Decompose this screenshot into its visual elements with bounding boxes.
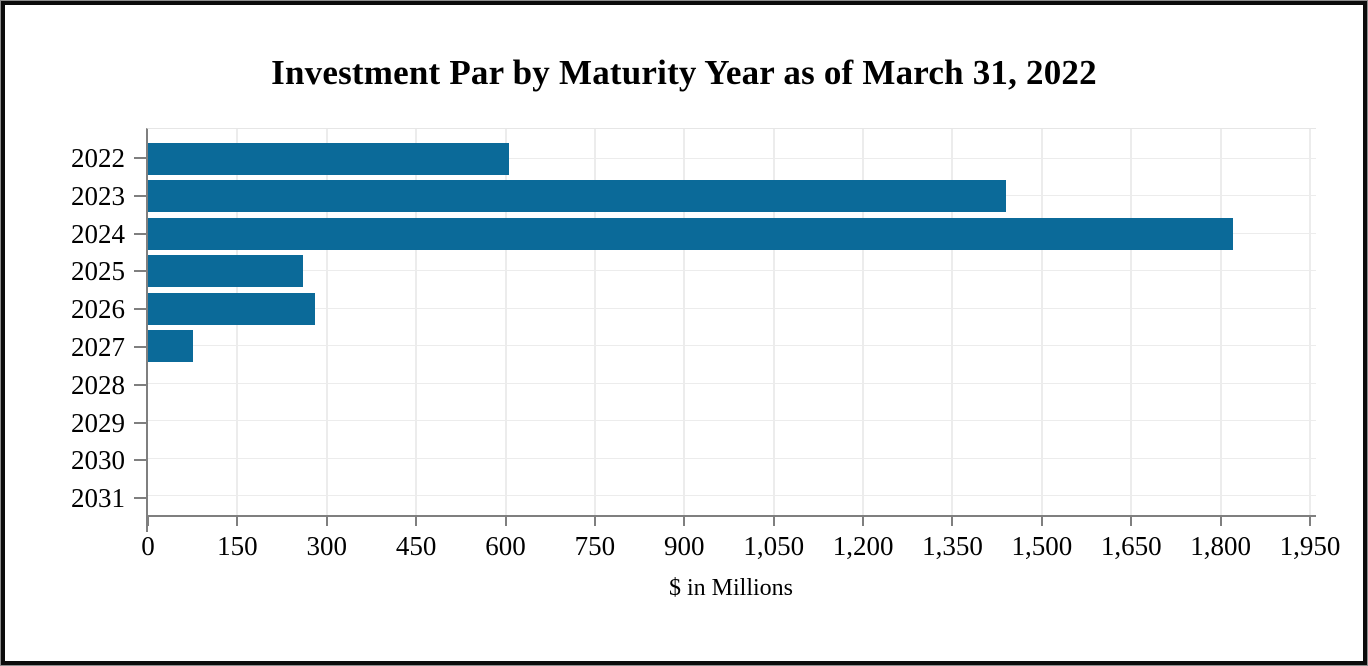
x-tick: [1219, 517, 1222, 526]
x-tick: [683, 517, 686, 526]
bar-row-2030: [148, 440, 1316, 478]
bar-row-2027: [148, 328, 1316, 366]
horizontal-gridline: [148, 382, 1316, 384]
bar-2026: [148, 292, 315, 325]
y-tick-label: 2024: [71, 218, 125, 249]
x-tick: [951, 517, 954, 526]
vertical-gridline: [683, 129, 686, 515]
y-tick: [134, 421, 146, 424]
vertical-gridline: [504, 129, 507, 515]
y-tick-label: 2022: [71, 142, 125, 173]
y-tick-label: 2030: [71, 445, 125, 476]
y-tick: [134, 497, 146, 500]
vertical-gridline: [951, 129, 954, 515]
x-tick: [1130, 517, 1133, 526]
y-tick-label: 2025: [71, 256, 125, 287]
horizontal-gridline: [148, 270, 1316, 272]
y-tick: [134, 194, 146, 197]
x-tick: [862, 517, 865, 526]
horizontal-gridline: [148, 157, 1316, 159]
horizontal-gridline: [148, 307, 1316, 309]
y-tick-label: 2029: [71, 407, 125, 438]
bar-row-2026: [148, 290, 1316, 328]
vertical-gridline: [415, 129, 418, 515]
x-tick: [325, 517, 328, 526]
x-tick: [415, 517, 418, 526]
bar-row-2031: [148, 478, 1316, 516]
y-tick-label: 2028: [71, 369, 125, 400]
x-tick-label: 150: [217, 531, 258, 561]
x-tick-label: 1,350: [922, 531, 983, 561]
x-tick-label: 1,500: [1011, 531, 1073, 561]
plot-area: [146, 128, 1316, 517]
x-tick: [1309, 517, 1311, 526]
y-tick: [134, 345, 146, 348]
bar-row-2023: [148, 178, 1316, 216]
bar-2022: [148, 142, 509, 175]
x-tick-label: 1,950: [1279, 531, 1341, 561]
y-tick: [134, 156, 146, 159]
x-tick: [772, 517, 775, 526]
x-tick-label: 1,800: [1190, 531, 1251, 561]
y-tick-label: 2026: [71, 294, 125, 325]
vertical-gridline: [593, 129, 596, 515]
x-tick-label: 900: [664, 531, 705, 561]
vertical-gridline: [325, 129, 328, 515]
x-tick-label: 600: [485, 531, 526, 561]
x-tick-label: 1,200: [832, 531, 894, 561]
bar-row-2029: [148, 403, 1316, 441]
horizontal-gridline: [148, 495, 1316, 497]
x-axis-title: $ in Millions: [668, 575, 794, 601]
x-tick: [504, 517, 507, 526]
x-tick: [1040, 517, 1043, 526]
bar-rows: [148, 140, 1316, 515]
y-tick-label: 2023: [71, 180, 125, 211]
y-tick: [134, 232, 146, 235]
x-tick: [147, 517, 149, 526]
y-tick-label: 2031: [71, 483, 125, 514]
horizontal-gridline: [148, 345, 1316, 347]
x-tick-label: 450: [395, 531, 437, 561]
vertical-gridline: [1309, 129, 1311, 515]
bar-2024: [148, 217, 1233, 250]
y-tick: [134, 383, 146, 386]
bar-2027: [148, 330, 193, 363]
x-tick-label: 0: [141, 531, 155, 561]
bar-row-2025: [148, 253, 1316, 291]
y-tick-label: 2027: [71, 331, 125, 362]
y-tick: [134, 270, 146, 273]
bar-2025: [148, 255, 303, 288]
x-tick-label: 300: [306, 531, 348, 561]
vertical-gridline: [1130, 129, 1133, 515]
x-tick-label: 1,650: [1100, 531, 1162, 561]
bar-2023: [148, 180, 1007, 213]
vertical-gridline: [1219, 129, 1222, 515]
horizontal-gridline: [148, 420, 1316, 422]
bar-row-2028: [148, 365, 1316, 403]
chart-title: Investment Par by Maturity Year as of Ma…: [271, 53, 1097, 92]
x-tick-label: 750: [574, 531, 616, 561]
bar-row-2022: [148, 140, 1316, 178]
vertical-gridline: [862, 129, 865, 515]
vertical-gridline: [1040, 129, 1043, 515]
y-tick: [134, 459, 146, 462]
horizontal-gridline: [148, 457, 1316, 459]
vertical-gridline: [772, 129, 775, 515]
x-tick: [593, 517, 596, 526]
y-axis-line-extension: [146, 517, 148, 532]
x-tick: [236, 517, 239, 526]
y-tick: [134, 308, 146, 311]
x-tick-label: 1,050: [743, 531, 805, 561]
bar-row-2024: [148, 215, 1316, 253]
